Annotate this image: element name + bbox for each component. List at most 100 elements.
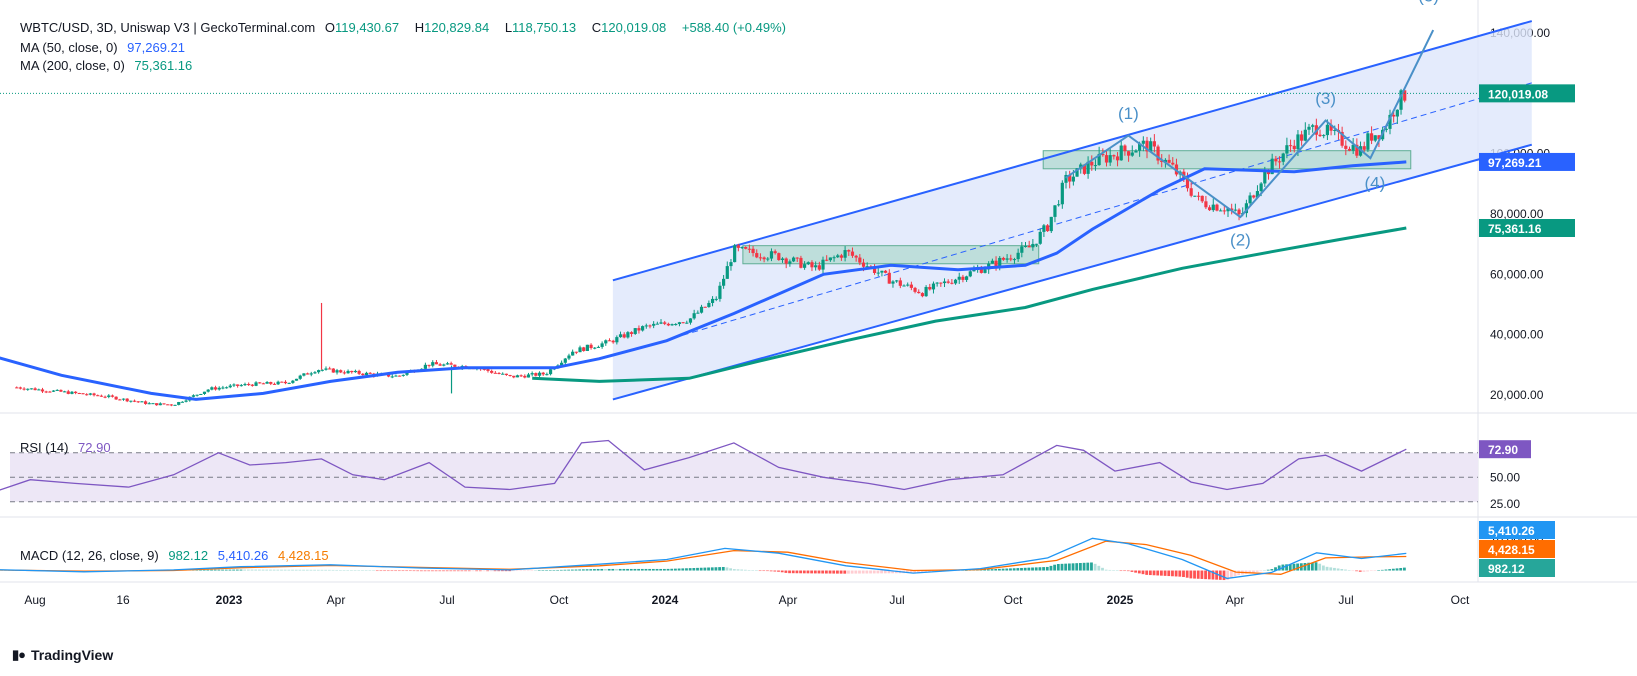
macd-hist-bar [986,569,990,571]
candle [99,395,104,397]
macd-hist-bar [777,570,780,572]
candle [836,255,840,258]
macd-hist-bar [246,569,250,571]
candle [250,384,254,386]
macd-hist-bar [747,569,751,571]
ohlc-change: +588.40 (+0.49%) [681,20,786,35]
candle [1064,174,1068,183]
candle [1068,174,1072,182]
macd-hist-bar [486,570,490,572]
candle [29,388,34,390]
ma50-legend[interactable]: MA (50, close, 0) 97,269.21 [20,40,191,55]
candle [1027,245,1031,248]
candle [574,351,578,353]
candle [313,372,317,374]
macd-hist-bar [1093,563,1097,571]
macd-line-value: 5,410.26 [217,548,269,563]
candle [276,381,280,385]
candle [633,328,637,334]
macd-hist-bar [202,569,206,571]
macd-hist-bar [445,570,449,572]
macd-hist-bar [1034,567,1038,571]
ma200-legend[interactable]: MA (200, close, 0) 75,361.16 [20,58,198,73]
macd-hist-bar [1277,565,1281,571]
candle [799,257,803,268]
macd-hist-bar [1045,566,1049,571]
candle [791,257,796,262]
candle [666,323,670,326]
candle [1263,170,1267,184]
macd-hist-bar [1333,567,1336,571]
macd-hist-bar [1233,570,1237,577]
macd-hist-bar [917,570,920,573]
macd-hist-bar [434,570,438,572]
candle [593,347,597,349]
candle [350,370,354,373]
candle [1031,243,1035,248]
macd-hist-bar [1145,570,1149,575]
macd-hist-bar [913,570,917,573]
candle [328,368,332,370]
price-tick-label: 20,000.00 [1490,388,1544,402]
candle [1274,158,1278,162]
macd-hist-bar [534,570,537,572]
candle [1156,146,1160,161]
rsi-legend[interactable]: RSI (14) 72.90 [20,440,117,455]
tradingview-brand[interactable]: ▮● TradingView [12,647,113,663]
candle [1020,246,1024,253]
macd-hist-bar [585,569,589,571]
candle [166,404,170,406]
macd-hist-bar [1380,569,1384,571]
candle [622,334,626,338]
candle [364,372,369,376]
macd-hist-bar [740,569,744,571]
macd-hist-bar [456,570,460,572]
candle [221,387,225,389]
macd-hist-bar [920,570,924,573]
macd-hist-bar [1163,570,1167,576]
rsi-badge [1479,440,1531,459]
macd-hist-bar [335,569,339,571]
time-tick-label: Oct [1004,593,1023,607]
candle [37,389,41,391]
candle [744,247,748,249]
ohlc-low: L118,750.13 [504,20,577,35]
macd-signal-badge-text: 4,428.15 [1488,543,1535,557]
last-price-badge-text: 120,019.08 [1488,87,1548,101]
candle [504,373,508,375]
candle [1292,145,1296,150]
candle [1377,135,1381,140]
candle [828,257,832,261]
channel-lower-line [612,143,1533,401]
candle [906,284,910,286]
macd-hist-bar [1263,570,1266,571]
macd-hist-bar [1307,562,1311,571]
candle [990,260,994,264]
macd-hist-bar [1016,568,1020,571]
macd-hist-bar [593,569,596,571]
macd-hist-bar [670,568,674,571]
candle [692,313,696,319]
macd-hist-bar [788,570,791,574]
macd-hist-bar [604,568,607,571]
candle [931,283,936,290]
candle [725,266,729,279]
macd-hist-bar [1148,570,1152,576]
wave-label-5: (5) [1418,0,1439,5]
candle [228,385,232,388]
candle [1285,145,1289,154]
candle [162,403,166,405]
macd-legend[interactable]: MACD (12, 26, close, 9) 982.12 5,410.26 … [20,548,335,563]
candle [1152,141,1156,147]
macd-hist-bar [500,570,504,572]
macd-hist-bar [1336,568,1340,571]
macd-hist-bar [298,569,302,571]
candle [762,257,766,260]
ma200-line [532,226,1407,383]
macd-hist-bar [1310,562,1314,571]
macd-hist-bar [478,570,482,572]
candle [438,364,442,366]
macd-hist-bar [548,570,552,571]
channel-midline [644,82,1532,348]
